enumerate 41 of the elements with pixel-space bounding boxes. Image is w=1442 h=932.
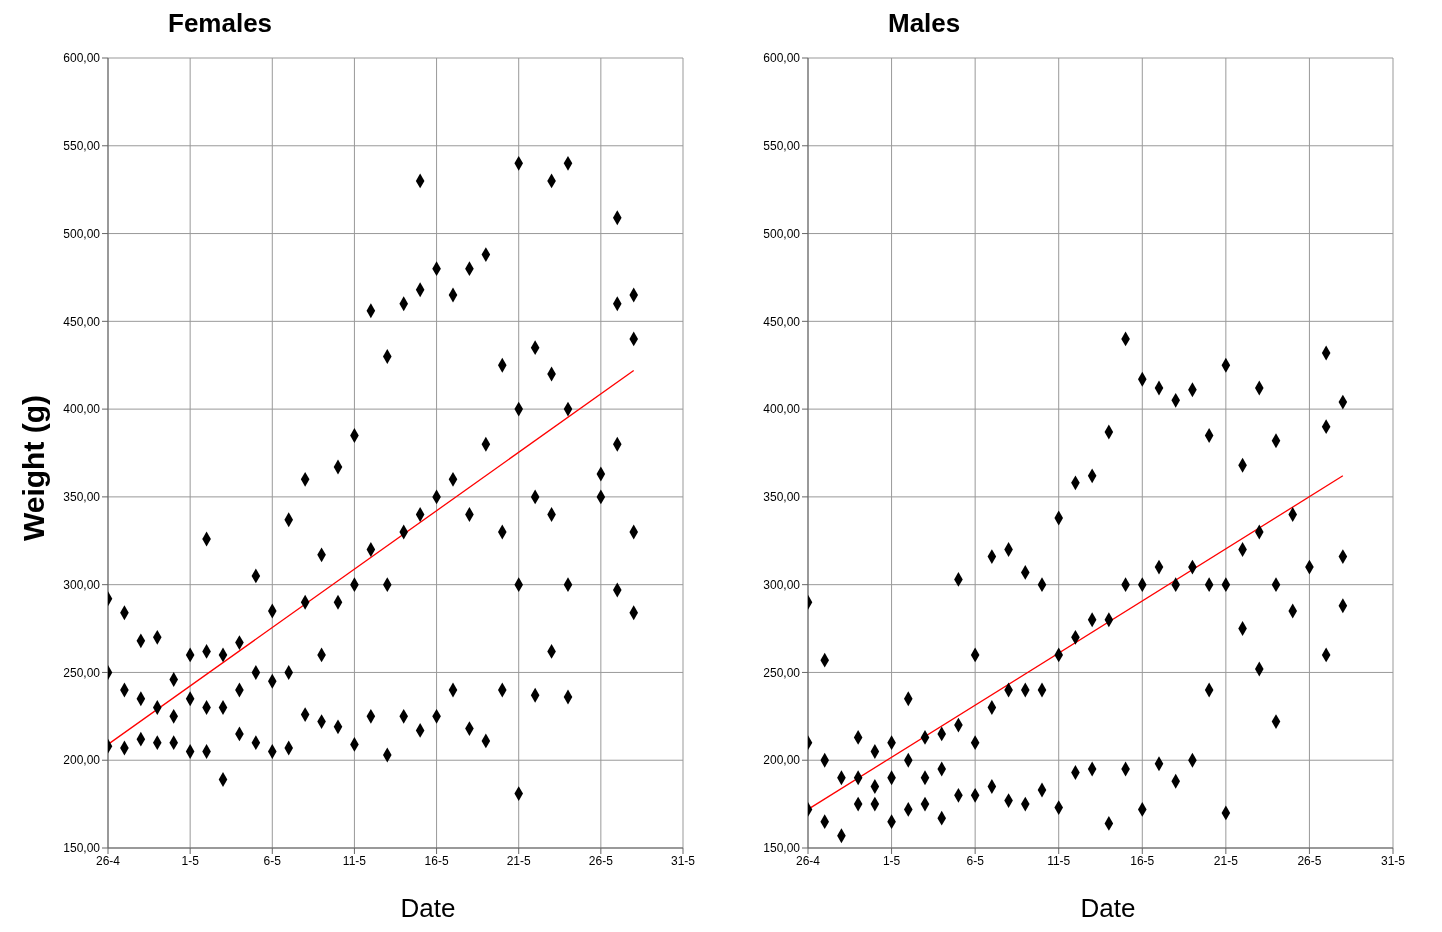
x-tick-label: 21-5 (1213, 853, 1239, 868)
x-tick-label: 26-4 (95, 853, 121, 868)
y-tick-label: 250,00 (63, 665, 101, 680)
x-tick-label: 6-5 (966, 853, 985, 868)
x-tick-label: 11-5 (1047, 853, 1071, 868)
y-tick-label: 500,00 (763, 226, 801, 241)
x-tick-label: 6-5 (263, 853, 282, 868)
x-tick-label: 16-5 (1130, 853, 1155, 868)
y-tick-label: 350,00 (63, 490, 101, 505)
x-tick-label: 21-5 (506, 853, 532, 868)
y-tick-label: 400,00 (763, 402, 801, 417)
y-tick-label: 550,00 (763, 139, 801, 154)
x-tick-label: 26-4 (795, 853, 821, 868)
y-tick-label: 200,00 (763, 753, 801, 768)
y-tick-label: 600,00 (763, 51, 801, 66)
x-tick-label: 16-5 (424, 853, 449, 868)
x-tick-label: 26-5 (588, 853, 614, 868)
y-tick-label: 600,00 (63, 51, 101, 66)
y-tick-label: 250,00 (763, 665, 801, 680)
chart-title: Females (168, 8, 273, 39)
y-tick-label: 350,00 (763, 490, 801, 505)
y-tick-label: 300,00 (63, 577, 101, 592)
y-tick-label: 400,00 (63, 402, 101, 417)
y-tick-label: 500,00 (63, 226, 101, 241)
x-axis-title: Date (400, 893, 456, 924)
y-axis-title: Weight (g) (17, 394, 51, 542)
y-tick-label: 450,00 (63, 314, 101, 329)
y-tick-label: 150,00 (63, 841, 101, 856)
y-tick-label: 300,00 (763, 577, 801, 592)
y-tick-label: 200,00 (63, 753, 101, 768)
y-tick-label: 550,00 (63, 139, 101, 154)
x-tick-label: 11-5 (342, 853, 367, 868)
x-tick-label: 26-5 (1297, 853, 1322, 868)
chart-title: Males (888, 8, 961, 39)
x-axis-title: Date (1080, 893, 1136, 924)
x-tick-label: 31-5 (670, 853, 696, 868)
x-tick-label: 31-5 (1380, 853, 1406, 868)
y-tick-label: 450,00 (763, 314, 801, 329)
x-tick-label: 1-5 (882, 853, 901, 868)
x-tick-label: 1-5 (181, 853, 200, 868)
y-tick-label: 150,00 (763, 841, 801, 856)
